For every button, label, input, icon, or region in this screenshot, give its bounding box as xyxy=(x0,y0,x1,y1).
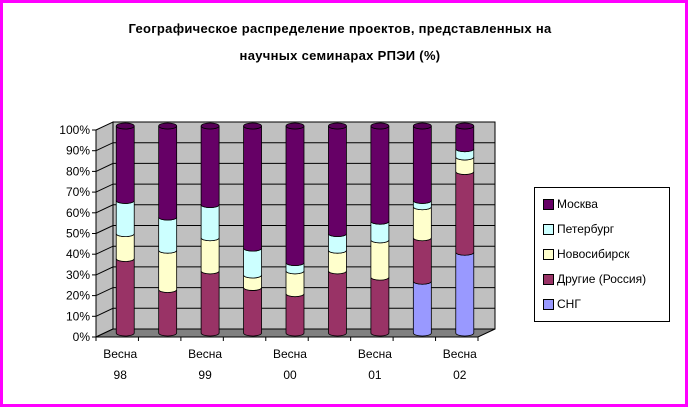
y-tick-label: 60% xyxy=(66,206,90,220)
x-tick-label: 02 xyxy=(453,368,467,382)
legend-label-other-russia: Другие (Россия) xyxy=(557,272,647,286)
y-tick-label: 50% xyxy=(66,227,90,241)
bar-segment xyxy=(455,252,475,337)
bar-segment xyxy=(412,125,432,204)
bar-segment xyxy=(285,270,305,298)
chart-title-line-2: научных семинарах РПЭИ (%) xyxy=(239,48,441,63)
x-tick-label: 99 xyxy=(198,368,212,382)
bar-segment xyxy=(328,250,347,275)
legend-label-moscow: Москва xyxy=(557,197,598,211)
bar-top-cap xyxy=(158,122,178,130)
bar-top-cap xyxy=(243,122,262,130)
bar-segment xyxy=(158,125,178,221)
y-tick-label: 70% xyxy=(66,185,90,199)
x-tick-label: Весна xyxy=(273,347,307,361)
x-tick-label: 98 xyxy=(114,368,128,382)
bar-segment xyxy=(115,233,135,262)
bar-segment xyxy=(412,206,432,242)
bar-segment xyxy=(115,125,135,204)
legend-swatch-moscow xyxy=(543,199,554,210)
y-tick-label: 30% xyxy=(66,268,90,282)
bar-segment xyxy=(158,216,178,254)
legend-label-cis: СНГ xyxy=(557,297,581,311)
x-tick-label: Весна xyxy=(188,347,222,361)
bar-segment xyxy=(285,293,305,337)
bar-segment xyxy=(200,237,220,275)
bar-segment xyxy=(328,125,347,238)
x-tick-label: Весна xyxy=(443,347,477,361)
x-tick-label: 00 xyxy=(283,368,297,382)
gridline xyxy=(95,183,495,193)
bar-segment xyxy=(455,171,475,256)
gridline xyxy=(95,204,495,214)
legend-label-novosibirsk: Новосибирск xyxy=(557,247,630,261)
gridline xyxy=(95,162,495,172)
gridline xyxy=(95,287,495,297)
bar-segment xyxy=(158,289,178,337)
y-tick-label: 10% xyxy=(66,309,90,323)
legend-swatch-petersburg xyxy=(543,224,554,235)
bar-segment xyxy=(412,237,432,285)
x-tick-label: 01 xyxy=(368,368,382,382)
legend-swatch-cis xyxy=(543,299,554,310)
gridline xyxy=(95,266,495,276)
bar-top-cap xyxy=(455,122,475,130)
x-tick-label: Весна xyxy=(358,347,392,361)
y-tick-label: 90% xyxy=(66,144,90,158)
bar-segment xyxy=(370,125,390,225)
chart-legend: Москва Петербург Новосибирск Другие (Рос… xyxy=(534,187,670,322)
y-tick-label: 80% xyxy=(66,164,90,178)
legend-swatch-other-russia xyxy=(543,274,554,285)
bar-segment xyxy=(243,125,262,252)
bar-segment xyxy=(200,125,220,209)
x-tick-label: Весна xyxy=(103,347,137,361)
bar-segment xyxy=(115,200,135,238)
bar-segment xyxy=(243,247,262,279)
bar-top-cap xyxy=(200,122,220,130)
gridline xyxy=(95,142,495,152)
bar-top-cap xyxy=(115,122,135,130)
y-tick-label: 40% xyxy=(66,247,90,261)
bar-segment xyxy=(412,281,432,337)
gridline xyxy=(95,307,495,317)
bar-segment xyxy=(115,258,135,337)
y-tick-label: 20% xyxy=(66,289,90,303)
bar-segment xyxy=(370,239,390,281)
bar-top-cap xyxy=(285,122,305,130)
chart-title-line-1: Географическое распределение проектов, п… xyxy=(128,21,552,36)
bar-segment xyxy=(370,276,390,337)
y-tick-label: 0% xyxy=(73,330,91,344)
bar-top-cap xyxy=(370,122,390,130)
legend-swatch-novosibirsk xyxy=(543,249,554,260)
bar-segment xyxy=(200,204,220,242)
y-tick-label: 100% xyxy=(59,123,90,137)
bar-top-cap xyxy=(328,122,347,130)
bar-segment xyxy=(328,270,347,337)
bar-segment xyxy=(158,250,178,293)
bar-segment xyxy=(243,287,262,337)
gridline xyxy=(95,245,495,255)
legend-label-petersburg: Петербург xyxy=(557,222,615,236)
bar-segment xyxy=(200,270,220,337)
gridline xyxy=(95,225,495,234)
bar-segment xyxy=(455,125,475,153)
bar-segment xyxy=(285,125,305,267)
bar-top-cap xyxy=(412,122,432,130)
